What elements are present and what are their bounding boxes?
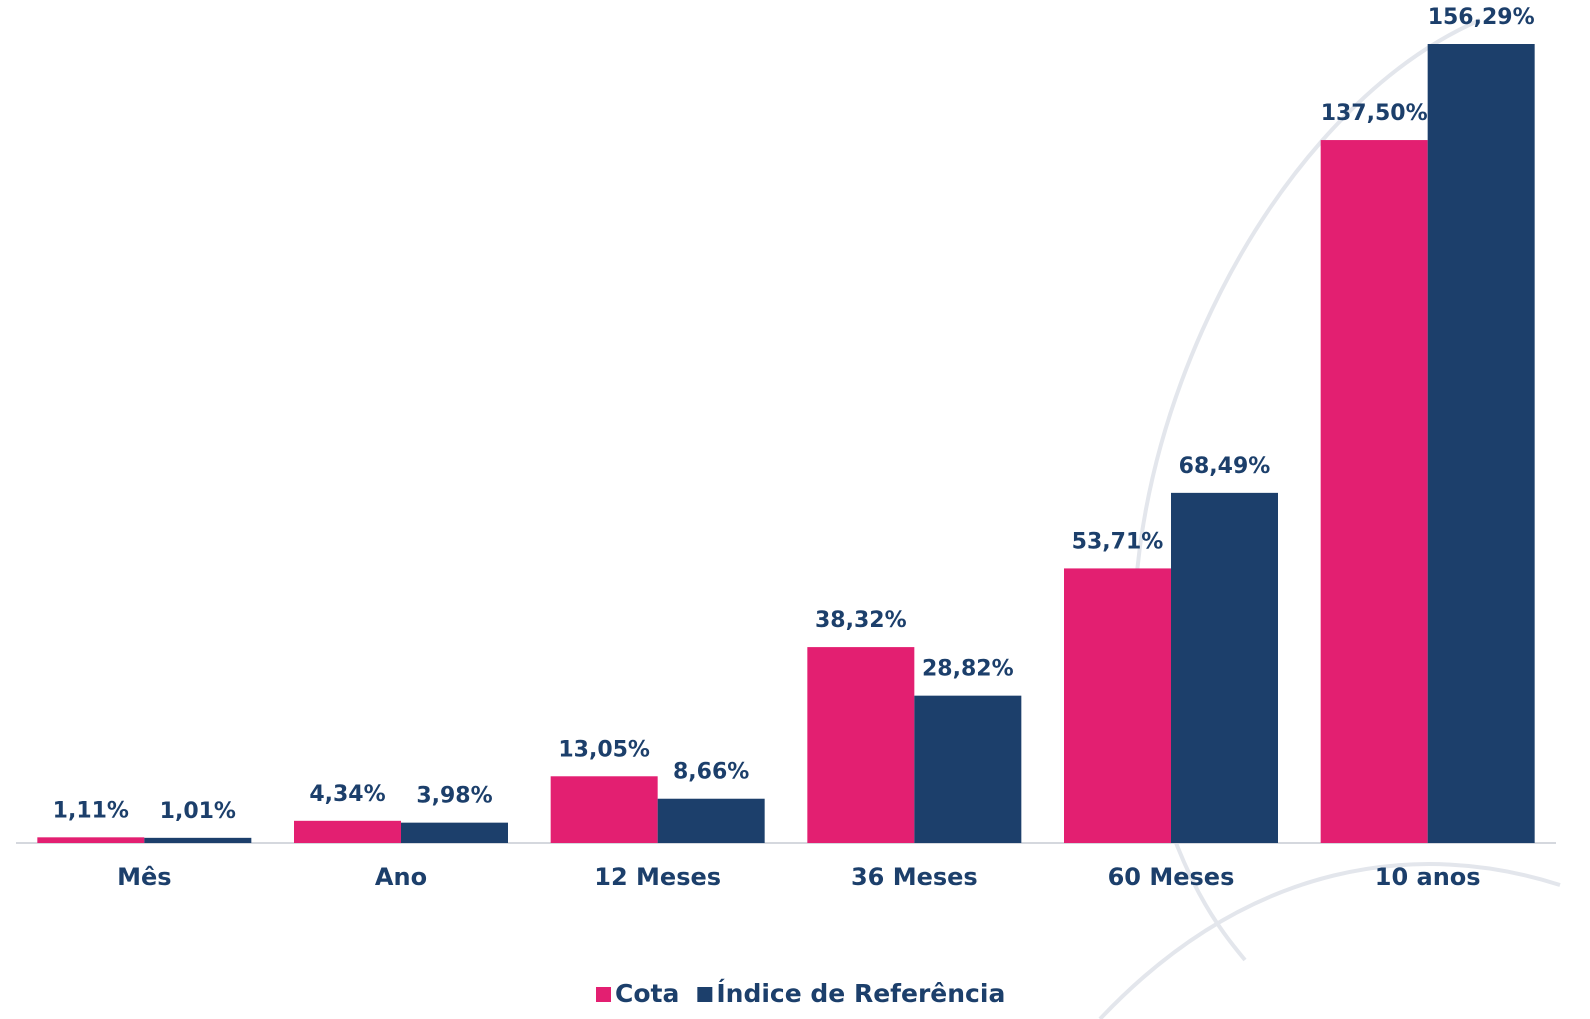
data-label: 68,49% <box>1179 454 1271 479</box>
data-label: 3,98% <box>416 784 492 809</box>
watermark-arc <box>1098 862 1561 1019</box>
legend-label: Cota <box>615 979 679 1008</box>
data-label: 137,50% <box>1321 101 1428 126</box>
data-label: 13,05% <box>558 737 650 762</box>
x-tick-label: Mês <box>117 863 171 891</box>
bar <box>550 776 658 843</box>
bar <box>914 695 1022 843</box>
x-tick-label: 36 Meses <box>851 863 978 891</box>
data-label: 53,71% <box>1072 529 1164 554</box>
bar <box>657 798 765 843</box>
bar <box>1320 140 1428 844</box>
bar <box>1064 568 1171 843</box>
x-tick-label: Ano <box>375 863 427 891</box>
legend-swatch <box>697 987 713 1002</box>
data-label: 1,01% <box>160 799 236 824</box>
bar <box>144 837 252 843</box>
x-tick-label: 60 Meses <box>1108 863 1235 891</box>
data-label: 38,32% <box>815 608 907 633</box>
bar <box>294 820 401 843</box>
data-label: 28,82% <box>922 657 1014 682</box>
legend-swatch <box>596 987 611 1002</box>
bar <box>1427 44 1535 843</box>
data-label: 1,11% <box>53 798 129 823</box>
bar <box>37 837 145 843</box>
x-tick-label: 12 Meses <box>594 863 721 891</box>
data-label: 156,29% <box>1428 5 1535 30</box>
legend-label: Índice de Referência <box>716 979 1005 1008</box>
x-tick-label: 10 anos <box>1375 863 1481 891</box>
data-label: 4,34% <box>309 782 385 807</box>
bar <box>807 647 915 843</box>
bar <box>401 822 508 843</box>
bar <box>1171 492 1278 843</box>
data-label: 8,66% <box>673 760 749 785</box>
